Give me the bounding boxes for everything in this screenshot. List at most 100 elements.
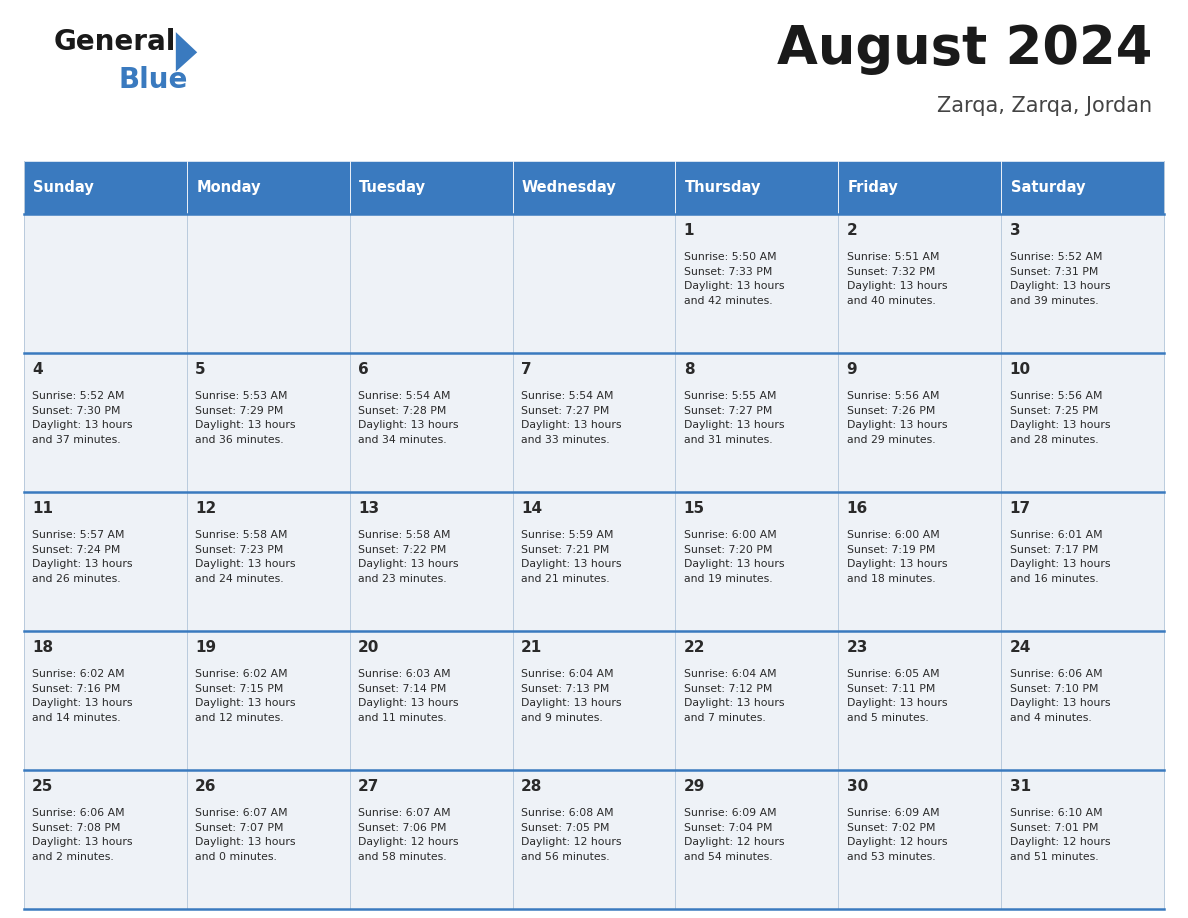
Bar: [512, 161, 676, 214]
Bar: [349, 214, 512, 353]
Bar: [839, 214, 1001, 353]
Text: 28: 28: [520, 779, 542, 794]
Text: General: General: [53, 28, 176, 56]
Text: 23: 23: [847, 640, 868, 655]
Bar: [1001, 631, 1164, 770]
Text: 16: 16: [847, 501, 868, 516]
Text: Sunrise: 6:01 AM
Sunset: 7:17 PM
Daylight: 13 hours
and 16 minutes.: Sunrise: 6:01 AM Sunset: 7:17 PM Dayligh…: [1010, 531, 1110, 584]
Bar: [349, 492, 512, 631]
Text: 10: 10: [1010, 362, 1031, 377]
Text: Sunrise: 6:08 AM
Sunset: 7:05 PM
Daylight: 12 hours
and 56 minutes.: Sunrise: 6:08 AM Sunset: 7:05 PM Dayligh…: [520, 809, 621, 862]
Text: 13: 13: [358, 501, 379, 516]
Bar: [24, 214, 187, 353]
Bar: [349, 770, 512, 909]
Text: Sunrise: 6:09 AM
Sunset: 7:04 PM
Daylight: 12 hours
and 54 minutes.: Sunrise: 6:09 AM Sunset: 7:04 PM Dayligh…: [684, 809, 784, 862]
Bar: [1001, 353, 1164, 492]
Text: Sunrise: 6:04 AM
Sunset: 7:12 PM
Daylight: 13 hours
and 7 minutes.: Sunrise: 6:04 AM Sunset: 7:12 PM Dayligh…: [684, 669, 784, 722]
Text: Sunrise: 5:57 AM
Sunset: 7:24 PM
Daylight: 13 hours
and 26 minutes.: Sunrise: 5:57 AM Sunset: 7:24 PM Dayligh…: [32, 531, 133, 584]
Bar: [676, 353, 839, 492]
Text: Sunrise: 5:50 AM
Sunset: 7:33 PM
Daylight: 13 hours
and 42 minutes.: Sunrise: 5:50 AM Sunset: 7:33 PM Dayligh…: [684, 252, 784, 306]
Bar: [512, 492, 676, 631]
Text: 29: 29: [684, 779, 706, 794]
Text: Sunrise: 6:05 AM
Sunset: 7:11 PM
Daylight: 13 hours
and 5 minutes.: Sunrise: 6:05 AM Sunset: 7:11 PM Dayligh…: [847, 669, 947, 722]
Bar: [512, 214, 676, 353]
Text: 19: 19: [195, 640, 216, 655]
Text: Sunrise: 6:06 AM
Sunset: 7:08 PM
Daylight: 13 hours
and 2 minutes.: Sunrise: 6:06 AM Sunset: 7:08 PM Dayligh…: [32, 809, 133, 862]
Bar: [187, 214, 349, 353]
Bar: [839, 770, 1001, 909]
Text: Monday: Monday: [196, 180, 260, 195]
Text: 9: 9: [847, 362, 858, 377]
Text: Sunrise: 5:54 AM
Sunset: 7:27 PM
Daylight: 13 hours
and 33 minutes.: Sunrise: 5:54 AM Sunset: 7:27 PM Dayligh…: [520, 391, 621, 444]
Text: Sunrise: 6:07 AM
Sunset: 7:06 PM
Daylight: 12 hours
and 58 minutes.: Sunrise: 6:07 AM Sunset: 7:06 PM Dayligh…: [358, 809, 459, 862]
Text: Wednesday: Wednesday: [522, 180, 617, 195]
Text: Sunrise: 5:55 AM
Sunset: 7:27 PM
Daylight: 13 hours
and 31 minutes.: Sunrise: 5:55 AM Sunset: 7:27 PM Dayligh…: [684, 391, 784, 444]
Polygon shape: [176, 32, 197, 72]
Bar: [24, 770, 187, 909]
Text: Sunrise: 5:56 AM
Sunset: 7:26 PM
Daylight: 13 hours
and 29 minutes.: Sunrise: 5:56 AM Sunset: 7:26 PM Dayligh…: [847, 391, 947, 444]
Text: Sunrise: 5:58 AM
Sunset: 7:23 PM
Daylight: 13 hours
and 24 minutes.: Sunrise: 5:58 AM Sunset: 7:23 PM Dayligh…: [195, 531, 296, 584]
Text: August 2024: August 2024: [777, 23, 1152, 75]
Text: Sunrise: 5:59 AM
Sunset: 7:21 PM
Daylight: 13 hours
and 21 minutes.: Sunrise: 5:59 AM Sunset: 7:21 PM Dayligh…: [520, 531, 621, 584]
Bar: [839, 631, 1001, 770]
Text: 1: 1: [684, 223, 694, 238]
Text: 15: 15: [684, 501, 704, 516]
Bar: [187, 631, 349, 770]
Bar: [1001, 214, 1164, 353]
Text: 22: 22: [684, 640, 706, 655]
Text: Saturday: Saturday: [1011, 180, 1086, 195]
Text: 2: 2: [847, 223, 858, 238]
Text: 20: 20: [358, 640, 379, 655]
Text: 7: 7: [520, 362, 531, 377]
Bar: [839, 492, 1001, 631]
Text: Sunrise: 6:00 AM
Sunset: 7:20 PM
Daylight: 13 hours
and 19 minutes.: Sunrise: 6:00 AM Sunset: 7:20 PM Dayligh…: [684, 531, 784, 584]
Text: 3: 3: [1010, 223, 1020, 238]
Bar: [1001, 492, 1164, 631]
Text: Friday: Friday: [848, 180, 898, 195]
Text: Sunrise: 6:04 AM
Sunset: 7:13 PM
Daylight: 13 hours
and 9 minutes.: Sunrise: 6:04 AM Sunset: 7:13 PM Dayligh…: [520, 669, 621, 722]
Bar: [187, 492, 349, 631]
Text: 6: 6: [358, 362, 368, 377]
Text: Sunrise: 6:02 AM
Sunset: 7:15 PM
Daylight: 13 hours
and 12 minutes.: Sunrise: 6:02 AM Sunset: 7:15 PM Dayligh…: [195, 669, 296, 722]
Bar: [512, 353, 676, 492]
Bar: [187, 353, 349, 492]
Bar: [676, 214, 839, 353]
Text: 25: 25: [32, 779, 53, 794]
Text: 14: 14: [520, 501, 542, 516]
Bar: [349, 353, 512, 492]
Text: 11: 11: [32, 501, 53, 516]
Text: Sunrise: 6:03 AM
Sunset: 7:14 PM
Daylight: 13 hours
and 11 minutes.: Sunrise: 6:03 AM Sunset: 7:14 PM Dayligh…: [358, 669, 459, 722]
Bar: [349, 631, 512, 770]
Text: 17: 17: [1010, 501, 1031, 516]
Text: Sunrise: 6:02 AM
Sunset: 7:16 PM
Daylight: 13 hours
and 14 minutes.: Sunrise: 6:02 AM Sunset: 7:16 PM Dayligh…: [32, 669, 133, 722]
Text: 26: 26: [195, 779, 216, 794]
Text: 24: 24: [1010, 640, 1031, 655]
Text: Sunrise: 6:07 AM
Sunset: 7:07 PM
Daylight: 13 hours
and 0 minutes.: Sunrise: 6:07 AM Sunset: 7:07 PM Dayligh…: [195, 809, 296, 862]
Text: Sunrise: 6:00 AM
Sunset: 7:19 PM
Daylight: 13 hours
and 18 minutes.: Sunrise: 6:00 AM Sunset: 7:19 PM Dayligh…: [847, 531, 947, 584]
Text: 27: 27: [358, 779, 379, 794]
Bar: [1001, 161, 1164, 214]
Text: 8: 8: [684, 362, 695, 377]
Text: Sunrise: 5:58 AM
Sunset: 7:22 PM
Daylight: 13 hours
and 23 minutes.: Sunrise: 5:58 AM Sunset: 7:22 PM Dayligh…: [358, 531, 459, 584]
Text: Sunrise: 5:53 AM
Sunset: 7:29 PM
Daylight: 13 hours
and 36 minutes.: Sunrise: 5:53 AM Sunset: 7:29 PM Dayligh…: [195, 391, 296, 444]
Text: 21: 21: [520, 640, 542, 655]
Bar: [676, 631, 839, 770]
Text: Sunrise: 6:09 AM
Sunset: 7:02 PM
Daylight: 12 hours
and 53 minutes.: Sunrise: 6:09 AM Sunset: 7:02 PM Dayligh…: [847, 809, 947, 862]
Text: Tuesday: Tuesday: [359, 180, 426, 195]
Text: Sunrise: 5:56 AM
Sunset: 7:25 PM
Daylight: 13 hours
and 28 minutes.: Sunrise: 5:56 AM Sunset: 7:25 PM Dayligh…: [1010, 391, 1110, 444]
Text: Sunrise: 5:54 AM
Sunset: 7:28 PM
Daylight: 13 hours
and 34 minutes.: Sunrise: 5:54 AM Sunset: 7:28 PM Dayligh…: [358, 391, 459, 444]
Text: 31: 31: [1010, 779, 1031, 794]
Bar: [512, 770, 676, 909]
Bar: [24, 161, 187, 214]
Bar: [187, 770, 349, 909]
Bar: [839, 161, 1001, 214]
Bar: [676, 161, 839, 214]
Text: 4: 4: [32, 362, 43, 377]
Text: Sunrise: 5:51 AM
Sunset: 7:32 PM
Daylight: 13 hours
and 40 minutes.: Sunrise: 5:51 AM Sunset: 7:32 PM Dayligh…: [847, 252, 947, 306]
Bar: [512, 631, 676, 770]
Bar: [676, 492, 839, 631]
Bar: [1001, 770, 1164, 909]
Text: 5: 5: [195, 362, 206, 377]
Bar: [24, 353, 187, 492]
Text: Sunrise: 5:52 AM
Sunset: 7:30 PM
Daylight: 13 hours
and 37 minutes.: Sunrise: 5:52 AM Sunset: 7:30 PM Dayligh…: [32, 391, 133, 444]
